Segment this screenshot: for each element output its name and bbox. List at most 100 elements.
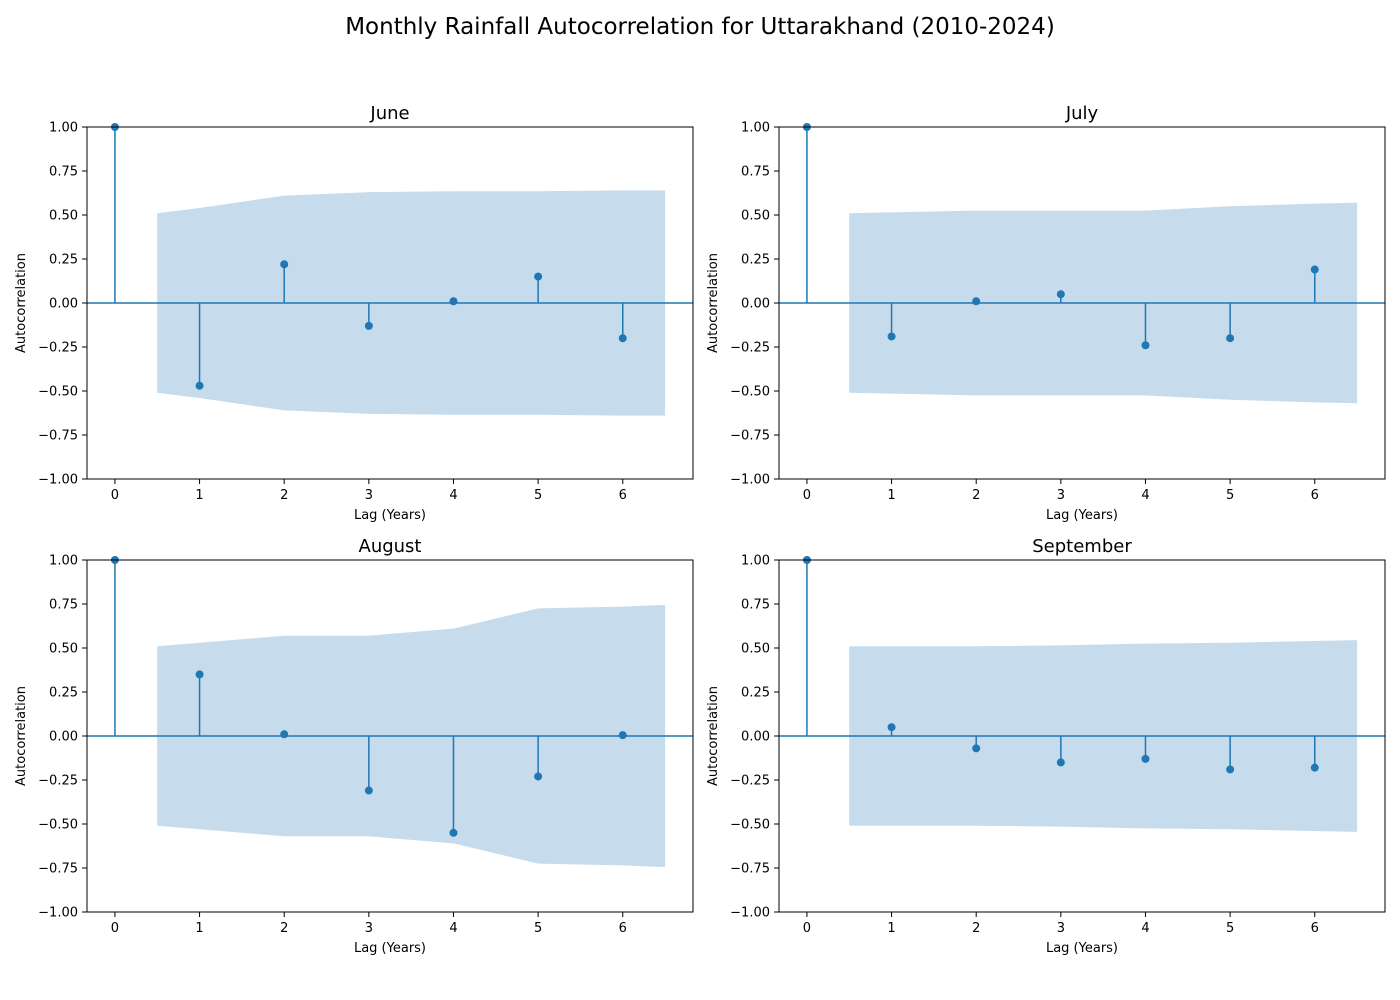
acf-point xyxy=(280,260,289,269)
x-tick-label: 3 xyxy=(365,488,373,503)
acf-panel-june: 0 1 2 3 4 5 6 1.00 0.75 0.50 0.25 0.00 −0.25 −0.50 −0.… xyxy=(14,103,694,523)
y-tick-label: −0.75 xyxy=(730,862,770,877)
acf-point xyxy=(1056,290,1065,299)
acf-point xyxy=(449,297,458,306)
acf-point xyxy=(972,744,981,753)
y-tick-label: 0.75 xyxy=(49,165,78,180)
acf-point xyxy=(364,321,373,330)
panel-title: September xyxy=(1032,536,1132,557)
x-tick-label: 0 xyxy=(111,921,119,936)
x-tick-label: 5 xyxy=(1226,488,1234,503)
x-tick-label: 4 xyxy=(1141,488,1149,503)
x-tick-label: 6 xyxy=(1311,921,1319,936)
x-tick-label: 4 xyxy=(449,488,457,503)
acf-point xyxy=(1226,334,1235,343)
y-tick-label: 1.00 xyxy=(741,121,770,136)
y-tick-label: 0.25 xyxy=(49,253,78,268)
acf-point xyxy=(887,332,896,341)
x-tick-label: 1 xyxy=(887,488,895,503)
y-tick-label: −0.25 xyxy=(38,774,78,789)
y-tick-label: 0.75 xyxy=(741,598,770,613)
y-axis-label: Autocorrelation xyxy=(706,686,721,786)
panel-title: July xyxy=(1065,103,1099,124)
y-tick-label: −0.25 xyxy=(730,774,770,789)
y-tick-label: 0.00 xyxy=(741,297,770,312)
x-tick-label: 0 xyxy=(803,488,811,503)
y-tick-label: −1.00 xyxy=(38,473,78,488)
x-tick-label: 6 xyxy=(1311,488,1319,503)
acf-point xyxy=(887,723,896,732)
y-tick-label: −0.75 xyxy=(38,429,78,444)
y-tick-label: 0.25 xyxy=(741,253,770,268)
acf-point xyxy=(534,272,543,281)
acf-point xyxy=(280,730,289,739)
x-tick-label: 6 xyxy=(619,921,627,936)
x-tick-label: 1 xyxy=(195,488,203,503)
y-tick-label: −0.50 xyxy=(38,385,78,400)
y-tick-label: −1.00 xyxy=(38,906,78,921)
x-axis-label: Lag (Years) xyxy=(354,941,426,956)
y-tick-label: −0.50 xyxy=(730,385,770,400)
acf-point xyxy=(195,670,204,679)
y-axis-label: Autocorrelation xyxy=(14,253,29,353)
y-tick-label: 0.25 xyxy=(741,686,770,701)
x-tick-label: 5 xyxy=(1226,921,1234,936)
acf-point xyxy=(972,297,981,306)
x-tick-label: 3 xyxy=(365,921,373,936)
y-tick-label: −0.25 xyxy=(38,341,78,356)
y-tick-label: 0.00 xyxy=(49,297,78,312)
x-tick-label: 5 xyxy=(534,488,542,503)
y-tick-label: −0.75 xyxy=(730,429,770,444)
y-tick-label: 0.50 xyxy=(741,209,770,224)
x-tick-label: 3 xyxy=(1057,921,1065,936)
x-axis-label: Lag (Years) xyxy=(1046,508,1118,523)
y-axis-label: Autocorrelation xyxy=(14,686,29,786)
y-tick-label: 0.00 xyxy=(741,730,770,745)
y-tick-label: −0.75 xyxy=(38,862,78,877)
y-tick-label: 0.50 xyxy=(49,209,78,224)
acf-panel-september: 0 1 2 3 4 5 6 1.00 0.75 0.50 0.25 0.00 −0.25 −0.50 −0.… xyxy=(706,536,1386,956)
figure-title: Monthly Rainfall Autocorrelation for Utt… xyxy=(345,14,1055,40)
y-tick-label: 0.50 xyxy=(741,642,770,657)
acf-point xyxy=(195,381,204,390)
y-tick-label: −1.00 xyxy=(730,906,770,921)
x-axis-label: Lag (Years) xyxy=(354,508,426,523)
x-tick-label: 4 xyxy=(449,921,457,936)
x-tick-label: 2 xyxy=(280,488,288,503)
acf-point xyxy=(1226,765,1235,774)
y-tick-label: −0.50 xyxy=(38,818,78,833)
acf-point xyxy=(1310,265,1319,274)
acf-point xyxy=(534,772,543,781)
x-tick-label: 3 xyxy=(1057,488,1065,503)
x-tick-label: 4 xyxy=(1141,921,1149,936)
acf-point xyxy=(1141,341,1150,350)
y-axis-label: Autocorrelation xyxy=(706,253,721,353)
y-tick-label: 0.00 xyxy=(49,730,78,745)
acf-panel-august: 0 1 2 3 4 5 6 1.00 0.75 0.50 0.25 0.00 −0.25 −0.50 −0.… xyxy=(14,536,694,956)
x-tick-label: 1 xyxy=(195,921,203,936)
y-tick-label: 0.75 xyxy=(741,165,770,180)
x-axis-label: Lag (Years) xyxy=(1046,941,1118,956)
acf-point xyxy=(1310,763,1319,772)
x-tick-label: 0 xyxy=(111,488,119,503)
y-tick-label: 0.50 xyxy=(49,642,78,657)
x-tick-label: 5 xyxy=(534,921,542,936)
y-tick-label: −0.25 xyxy=(730,341,770,356)
x-tick-label: 2 xyxy=(972,488,980,503)
x-tick-label: 6 xyxy=(619,488,627,503)
y-tick-label: −1.00 xyxy=(730,473,770,488)
acf-point xyxy=(618,731,627,740)
y-tick-label: 1.00 xyxy=(741,554,770,569)
panel-title: August xyxy=(359,536,422,557)
x-tick-label: 2 xyxy=(280,921,288,936)
x-tick-label: 2 xyxy=(972,921,980,936)
x-tick-label: 0 xyxy=(803,921,811,936)
y-tick-label: 1.00 xyxy=(49,554,78,569)
acf-point xyxy=(364,786,373,795)
acf-point xyxy=(1141,754,1150,763)
acf-point xyxy=(1056,758,1065,767)
panel-title: June xyxy=(369,103,409,124)
acf-point xyxy=(618,334,627,343)
acf-panel-july: 0 1 2 3 4 5 6 1.00 0.75 0.50 0.25 0.00 −0.25 −0.50 −0.… xyxy=(706,103,1386,523)
